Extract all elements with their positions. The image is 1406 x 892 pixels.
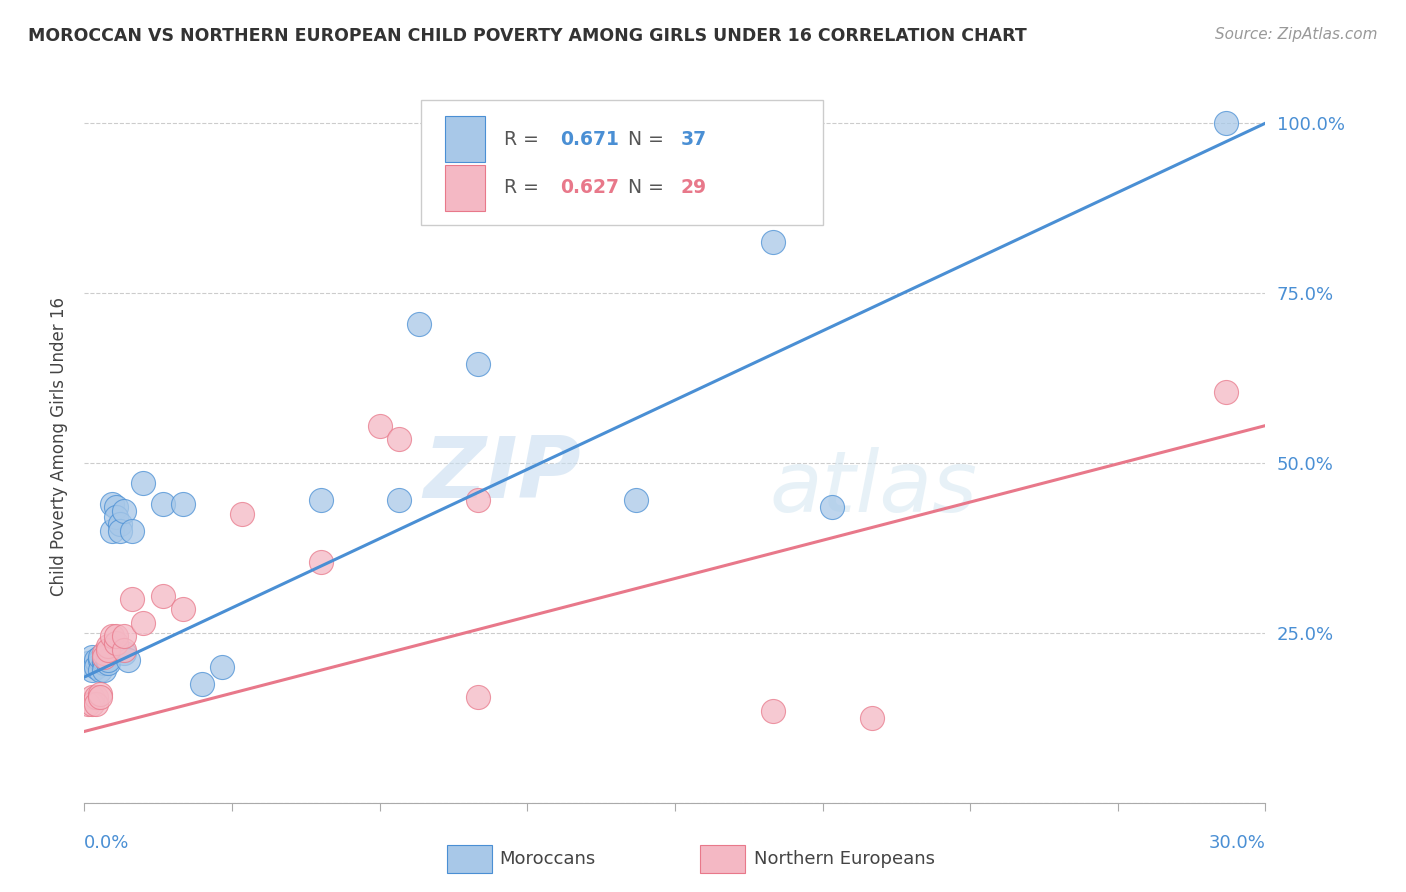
Point: [89, 653, 111, 667]
Point: [112, 503, 135, 517]
Point: [762, 704, 785, 718]
Point: [121, 591, 143, 606]
Point: [82, 690, 104, 705]
Text: MOROCCAN VS NORTHERN EUROPEAN CHILD POVERTY AMONG GIRLS UNDER 16 CORRELATION CHA: MOROCCAN VS NORTHERN EUROPEAN CHILD POVE…: [28, 27, 1026, 45]
Point: [172, 602, 194, 616]
Point: [121, 524, 143, 538]
Point: [77, 657, 100, 671]
Point: [93, 653, 115, 667]
Point: [132, 476, 155, 491]
Point: [762, 235, 785, 249]
Y-axis label: Child Poverty Among Girls Under 16: Child Poverty Among Girls Under 16: [49, 296, 67, 596]
Point: [84, 660, 107, 674]
Point: [82, 698, 104, 712]
Text: 29: 29: [681, 178, 707, 197]
Point: [89, 687, 111, 701]
Point: [1215, 116, 1237, 130]
Point: [104, 629, 127, 643]
Point: [132, 615, 155, 630]
Text: N =: N =: [627, 129, 669, 149]
Point: [211, 660, 233, 674]
Text: 0.671: 0.671: [561, 129, 619, 149]
Point: [104, 636, 127, 650]
Text: 37: 37: [681, 129, 707, 149]
Text: 0.627: 0.627: [561, 178, 619, 197]
Point: [82, 663, 104, 677]
Point: [368, 418, 391, 433]
Point: [84, 653, 107, 667]
Point: [388, 432, 411, 446]
Point: [309, 493, 332, 508]
FancyBboxPatch shape: [444, 165, 485, 211]
Point: [104, 500, 127, 515]
Point: [97, 657, 120, 671]
Point: [112, 643, 135, 657]
Point: [1215, 384, 1237, 399]
Point: [112, 646, 135, 660]
FancyBboxPatch shape: [444, 116, 485, 162]
Point: [101, 524, 124, 538]
Point: [97, 646, 120, 660]
Point: [860, 711, 883, 725]
Text: Northern Europeans: Northern Europeans: [754, 850, 935, 868]
Point: [108, 517, 131, 532]
Point: [84, 698, 107, 712]
Text: R =: R =: [503, 178, 544, 197]
Point: [172, 497, 194, 511]
Point: [104, 510, 127, 524]
Point: [152, 589, 174, 603]
Point: [108, 524, 131, 538]
Text: R =: R =: [503, 129, 544, 149]
Point: [77, 698, 100, 712]
Point: [191, 677, 214, 691]
Point: [97, 643, 120, 657]
Point: [467, 493, 489, 508]
Text: ZIP: ZIP: [423, 433, 581, 516]
Point: [309, 555, 332, 569]
Point: [93, 646, 115, 660]
Text: 30.0%: 30.0%: [1209, 834, 1265, 852]
Text: atlas: atlas: [769, 447, 977, 531]
Point: [89, 663, 111, 677]
Point: [388, 493, 411, 508]
Point: [82, 649, 104, 664]
Point: [117, 653, 139, 667]
Point: [112, 629, 135, 643]
Text: Moroccans: Moroccans: [499, 850, 595, 868]
Point: [89, 690, 111, 705]
Point: [101, 629, 124, 643]
Point: [93, 657, 115, 671]
Point: [624, 493, 647, 508]
Text: N =: N =: [627, 178, 669, 197]
Text: 0.0%: 0.0%: [84, 834, 129, 852]
Point: [89, 649, 111, 664]
FancyBboxPatch shape: [420, 100, 823, 225]
Point: [467, 690, 489, 705]
Point: [97, 653, 120, 667]
Point: [97, 640, 120, 654]
Point: [408, 317, 430, 331]
Point: [84, 690, 107, 705]
Point: [467, 358, 489, 372]
Text: Source: ZipAtlas.com: Source: ZipAtlas.com: [1215, 27, 1378, 42]
Point: [93, 663, 115, 677]
Point: [152, 497, 174, 511]
Point: [93, 649, 115, 664]
Point: [231, 507, 253, 521]
Point: [821, 500, 844, 515]
Point: [101, 497, 124, 511]
